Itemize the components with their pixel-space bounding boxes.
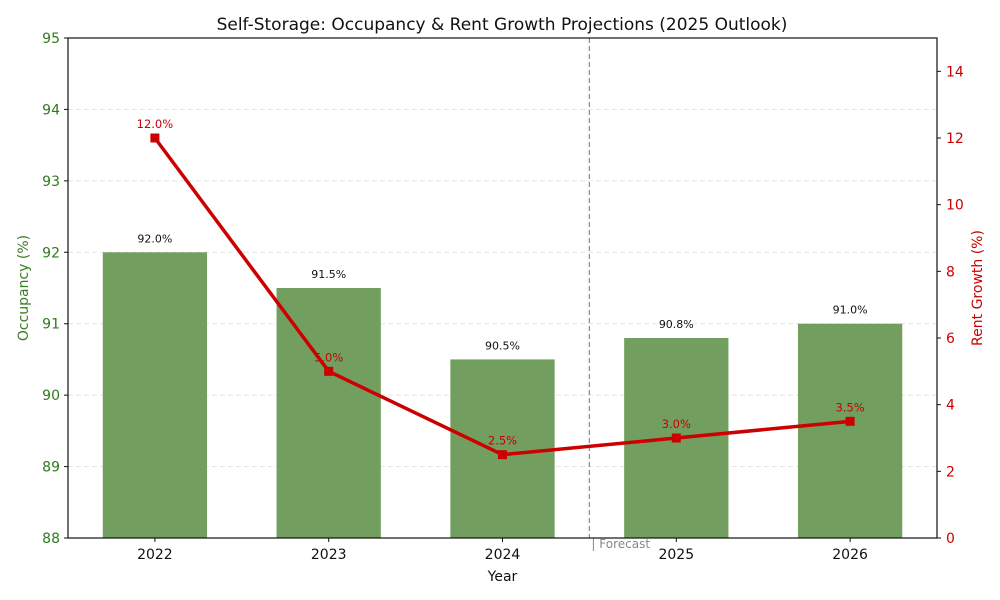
x-tick-label: 2023 xyxy=(311,547,347,563)
occupancy-bar-label: 90.5% xyxy=(485,339,520,352)
right-tick-label: 0 xyxy=(946,531,955,547)
left-tick-label: 93 xyxy=(42,174,60,190)
x-tick-label: 2022 xyxy=(137,547,173,563)
x-tick-label: 2024 xyxy=(485,547,521,563)
occupancy-bar xyxy=(102,252,208,539)
occupancy-bar-label: 91.5% xyxy=(311,268,346,281)
left-tick-label: 90 xyxy=(42,388,60,404)
occupancy-bar xyxy=(450,359,555,538)
rent-growth-marker xyxy=(150,133,160,143)
occupancy-bar xyxy=(797,323,903,538)
rent-growth-label: 12.0% xyxy=(137,117,174,131)
left-tick-label: 92 xyxy=(42,245,60,261)
y-axis-right-label: Rent Growth (%) xyxy=(970,230,986,346)
occupancy-bar xyxy=(276,288,381,538)
left-tick-label: 95 xyxy=(42,31,60,47)
rent-growth-label: 2.5% xyxy=(488,434,517,448)
rent-growth-marker xyxy=(324,366,334,376)
right-tick-label: 6 xyxy=(946,331,955,347)
rent-growth-label: 3.5% xyxy=(835,400,864,414)
left-axis-ticks: 88 89 90 91 92 93 94 95 xyxy=(42,31,68,547)
left-tick-label: 89 xyxy=(42,460,60,476)
right-tick-label: 12 xyxy=(946,131,964,147)
gridlines xyxy=(68,108,937,468)
left-tick-label: 88 xyxy=(42,531,60,547)
rent-growth-line xyxy=(150,133,855,460)
forecast-label: | Forecast xyxy=(591,537,650,551)
left-tick-label: 94 xyxy=(42,102,60,118)
right-tick-label: 2 xyxy=(946,464,955,480)
right-tick-label: 4 xyxy=(946,398,955,414)
x-axis-ticks: 2022 2023 2024 2025 2026 xyxy=(137,538,868,563)
right-tick-label: 8 xyxy=(946,264,955,280)
occupancy-bar-label: 91.0% xyxy=(833,304,868,317)
x-axis-label: Year xyxy=(487,569,518,585)
occupancy-bar-labels: 92.0% 91.5% 90.5% 90.8% 91.0% xyxy=(137,232,867,352)
rent-growth-marker xyxy=(498,450,507,460)
right-axis-ticks: 0 2 4 6 8 10 12 14 xyxy=(937,64,964,547)
right-tick-label: 14 xyxy=(946,64,964,80)
y-axis-left-label: Occupancy (%) xyxy=(16,235,32,341)
rent-growth-marker xyxy=(845,416,855,426)
rent-growth-label: 5.0% xyxy=(314,350,343,364)
chart-title: Self-Storage: Occupancy & Rent Growth Pr… xyxy=(217,15,788,35)
x-tick-label: 2026 xyxy=(832,547,868,563)
x-tick-label: 2025 xyxy=(658,547,694,563)
right-tick-label: 10 xyxy=(946,198,964,214)
occupancy-bar-label: 90.8% xyxy=(659,318,694,331)
left-tick-label: 91 xyxy=(42,317,60,333)
rent-growth-labels: 12.0% 5.0% 2.5% 3.0% 3.5% xyxy=(137,117,865,448)
rent-growth-label: 3.0% xyxy=(662,417,691,431)
occupancy-bar-label: 92.0% xyxy=(137,232,172,245)
rent-growth-marker xyxy=(671,433,681,443)
